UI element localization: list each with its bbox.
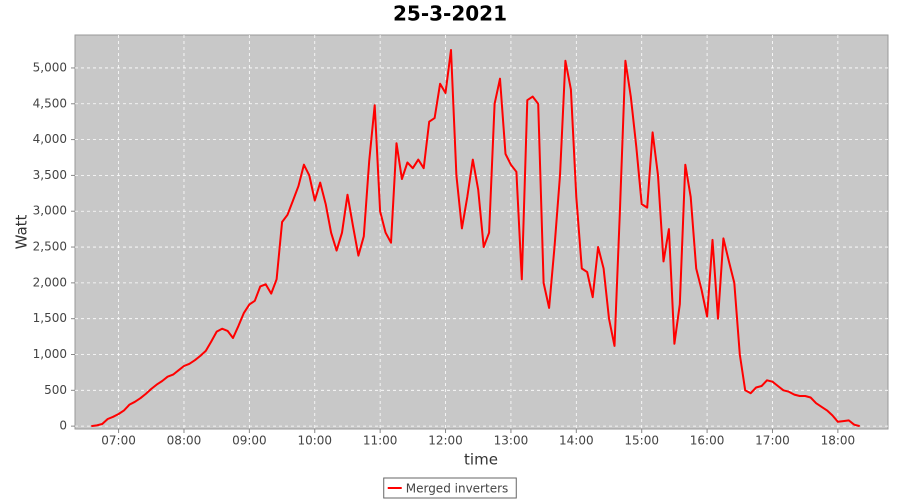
x-tick-label: 09:00 [232,434,267,448]
x-tick-label: 14:00 [559,434,594,448]
legend: Merged inverters [383,477,517,499]
data-line [91,49,860,428]
x-tick-label: 18:00 [821,434,856,448]
x-tick-label: 11:00 [363,434,398,448]
y-tick-label: 3,500 [33,168,67,182]
x-tick-label: 15:00 [624,434,659,448]
x-tick-label: 13:00 [494,434,529,448]
y-tick-label: 0 [59,419,67,433]
chart-title: 25-3-2021 [393,2,507,26]
y-tick-label: 5,000 [33,60,67,74]
y-tick-label: 1,500 [33,311,67,325]
x-tick-label: 16:00 [690,434,725,448]
x-tick-label: 10:00 [297,434,332,448]
x-tick-label: 12:00 [428,434,463,448]
x-tick-label: 17:00 [755,434,790,448]
legend-box [383,477,517,499]
y-tick-label: 1,000 [33,347,67,361]
y-tick-label: 4,000 [33,132,67,146]
x-axis-label: time [464,451,498,469]
x-tick-label: 07:00 [101,434,136,448]
y-tick-label: 2,500 [33,240,67,254]
y-tick-label: 3,000 [33,204,67,218]
x-tick-label: 08:00 [167,434,202,448]
legend-label: Merged inverters [406,482,509,496]
y-tick-label: 4,500 [33,96,67,110]
y-tick-label: 2,000 [33,275,67,289]
y-tick-label: 500 [44,383,67,397]
y-axis-label: Watt [13,214,31,249]
